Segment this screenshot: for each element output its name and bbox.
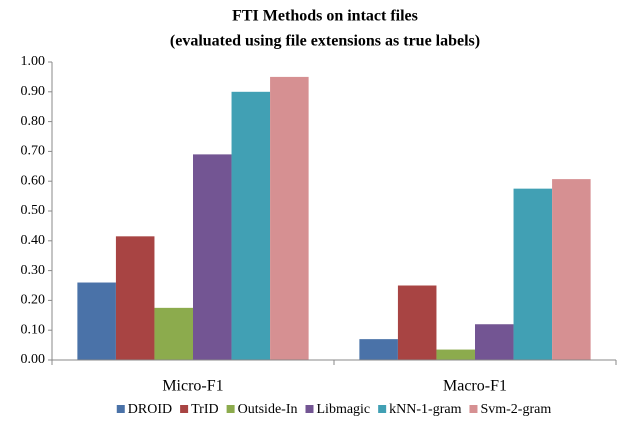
bar [193,154,232,360]
bar [475,324,514,360]
chart-subtitle: (evaluated using file extensions as true… [170,33,480,50]
y-tick-label: 0.00 [21,352,46,367]
y-tick-label: 0.40 [21,233,46,248]
legend-swatch [226,405,235,413]
bar [397,285,437,360]
legend-swatch [305,405,314,413]
bar [154,307,193,360]
bar [436,349,475,360]
legend-label: TrID [191,402,219,417]
y-tick-label: 0.20 [21,293,46,308]
y-tick-label: 0.80 [21,114,46,129]
x-tick-label: Macro-F1 [443,378,507,395]
legend-swatch [469,405,478,413]
bar [77,282,116,360]
bar [359,339,398,360]
bar [270,76,309,361]
bar [231,91,271,361]
bar [513,188,553,360]
legend-label: kNN-1-gram [389,402,461,417]
legend-swatch [116,405,125,413]
y-tick-label: 0.60 [21,173,46,188]
legend-label: Outside-In [238,402,298,417]
y-tick-label: 0.30 [21,263,46,278]
bar [552,179,591,360]
y-tick-label: 0.10 [21,322,46,337]
legend-swatch [180,405,189,413]
y-tick-label: 0.50 [21,203,46,218]
bar [115,236,155,360]
x-tick-label: Micro-F1 [162,378,223,395]
y-tick-label: 0.70 [21,144,46,159]
legend-label: Libmagic [317,402,371,417]
y-tick-label: 1.00 [21,54,46,69]
legend-label: Svm-2-gram [480,402,551,417]
legend-swatch [378,405,387,413]
legend-label: DROID [128,402,172,417]
chart-title: FTI Methods on intact files [232,8,418,25]
y-tick-label: 0.90 [21,84,46,99]
